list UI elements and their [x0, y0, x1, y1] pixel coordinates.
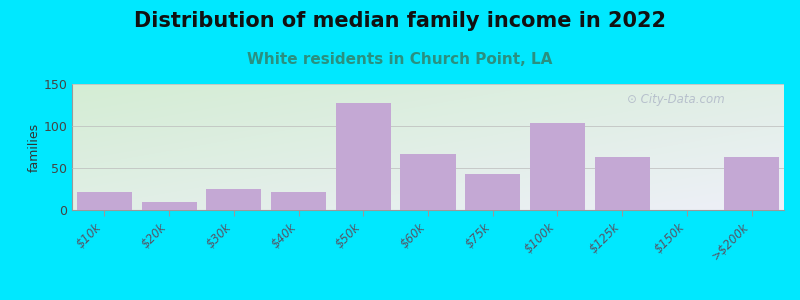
- Bar: [724, 157, 779, 210]
- Text: ⊙ City-Data.com: ⊙ City-Data.com: [627, 93, 725, 106]
- Bar: [466, 174, 520, 210]
- Bar: [77, 191, 132, 210]
- Bar: [401, 154, 455, 210]
- Text: White residents in Church Point, LA: White residents in Church Point, LA: [247, 52, 553, 68]
- Y-axis label: families: families: [27, 122, 41, 172]
- Bar: [530, 123, 585, 210]
- Bar: [594, 157, 650, 210]
- Bar: [206, 189, 262, 210]
- Bar: [271, 192, 326, 210]
- Bar: [142, 202, 197, 210]
- Bar: [336, 103, 390, 210]
- Text: Distribution of median family income in 2022: Distribution of median family income in …: [134, 11, 666, 31]
